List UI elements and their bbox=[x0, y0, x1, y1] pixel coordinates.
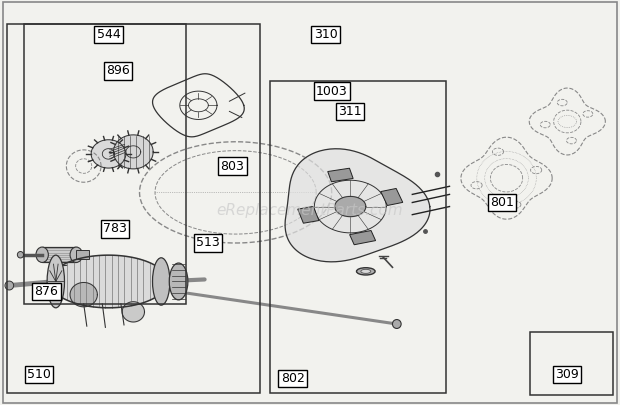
Text: 783: 783 bbox=[103, 222, 126, 235]
Text: 803: 803 bbox=[221, 160, 244, 173]
Polygon shape bbox=[50, 255, 167, 308]
Text: eReplacementParts.com: eReplacementParts.com bbox=[216, 203, 404, 218]
Ellipse shape bbox=[5, 281, 14, 290]
Text: 310: 310 bbox=[314, 28, 337, 41]
Text: 876: 876 bbox=[35, 285, 58, 298]
Text: 311: 311 bbox=[339, 105, 362, 118]
Bar bbox=[298, 207, 319, 223]
Bar bbox=[24, 24, 186, 304]
Ellipse shape bbox=[153, 258, 170, 305]
Bar bbox=[530, 332, 613, 395]
Bar bbox=[328, 168, 353, 182]
Polygon shape bbox=[113, 135, 153, 169]
Polygon shape bbox=[285, 149, 430, 262]
Ellipse shape bbox=[169, 263, 188, 300]
Ellipse shape bbox=[356, 268, 375, 275]
Ellipse shape bbox=[36, 247, 48, 262]
Polygon shape bbox=[91, 140, 126, 168]
Text: 309: 309 bbox=[556, 368, 579, 381]
Polygon shape bbox=[335, 196, 366, 217]
Polygon shape bbox=[122, 302, 144, 322]
Bar bbox=[42, 247, 76, 262]
Ellipse shape bbox=[392, 320, 401, 328]
Bar bbox=[350, 230, 376, 245]
Ellipse shape bbox=[17, 252, 24, 258]
Ellipse shape bbox=[361, 269, 371, 273]
Bar bbox=[76, 250, 89, 259]
Text: 544: 544 bbox=[97, 28, 120, 41]
Bar bbox=[270, 81, 446, 393]
Bar bbox=[381, 188, 403, 205]
Polygon shape bbox=[70, 283, 97, 307]
Ellipse shape bbox=[70, 247, 82, 262]
Bar bbox=[7, 24, 260, 393]
Text: 801: 801 bbox=[490, 196, 514, 209]
Text: 896: 896 bbox=[106, 64, 130, 77]
Text: 513: 513 bbox=[196, 237, 219, 249]
Ellipse shape bbox=[47, 255, 64, 308]
Text: 802: 802 bbox=[281, 372, 304, 385]
Text: 1003: 1003 bbox=[316, 85, 348, 98]
Text: 510: 510 bbox=[27, 368, 51, 381]
